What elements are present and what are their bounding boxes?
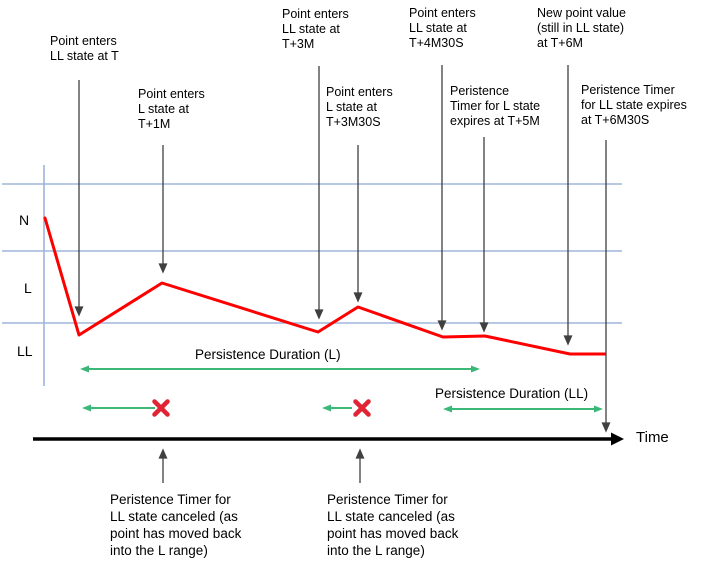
arrow-head-icon <box>479 322 489 333</box>
arrow-head-icon <box>158 448 168 459</box>
state-label-ll: LL <box>17 343 33 359</box>
arrow-head-icon <box>353 292 363 303</box>
duration-l-label: Persistence Duration (L) <box>195 347 341 362</box>
arrow-head-icon <box>355 448 365 459</box>
cancel-marks <box>152 399 371 417</box>
annotation-enters-l-t3m30s: Point enters L state at T+3M30S <box>326 85 393 129</box>
arrow-head-icon <box>471 365 480 373</box>
time-axis-arrow-head-icon <box>611 432 624 446</box>
arrow-head-icon <box>74 306 84 317</box>
arrow-head-icon <box>594 405 603 413</box>
arrow-head-icon <box>314 309 324 320</box>
arrow-head-icon <box>437 320 447 331</box>
point-value-line <box>43 216 607 356</box>
annotation-l-timer-expires: Peristence Timer for L state expires at … <box>450 84 541 128</box>
time-axis-label: Time <box>636 429 669 446</box>
annotation-timer-canceled-1: Peristence Timer for LL state canceled (… <box>110 492 242 558</box>
state-label-l: L <box>24 280 32 296</box>
arrow-head-icon <box>322 404 331 412</box>
cancel-x-icon <box>353 399 371 417</box>
annotation-enters-l-t1m: Point enters L state at T+1M <box>138 87 205 131</box>
cancel-x-icon <box>152 399 170 417</box>
state-label-n: N <box>19 212 30 228</box>
arrow-head-icon <box>563 335 573 346</box>
arrow-head-icon <box>443 405 452 413</box>
annotation-timer-canceled-2: Peristence Timer for LL state canceled (… <box>327 492 459 558</box>
annotation-enters-ll-t3m: Point enters LL state at T+3M <box>282 7 349 51</box>
annotation-enters-ll-t4m30s: Point enters LL state at T+4M30S <box>409 6 476 50</box>
arrow-head-icon <box>158 263 168 274</box>
annotation-new-point-t6m: New point value (still in LL state) at T… <box>537 6 626 50</box>
time-axis <box>33 432 624 446</box>
duration-ll-label: Persistence Duration (LL) <box>435 386 589 401</box>
duration-arrows <box>80 365 603 413</box>
annotation-enters-ll-t: Point enters LL state at T <box>50 34 119 63</box>
state-gridlines <box>2 165 622 386</box>
arrow-head-icon <box>82 404 91 412</box>
annotation-arrows <box>74 65 611 483</box>
arrow-head-icon <box>80 365 89 373</box>
annotation-ll-timer-expires: Peristence Timer for LL state expires at… <box>581 83 687 127</box>
arrow-head-icon <box>601 422 611 433</box>
